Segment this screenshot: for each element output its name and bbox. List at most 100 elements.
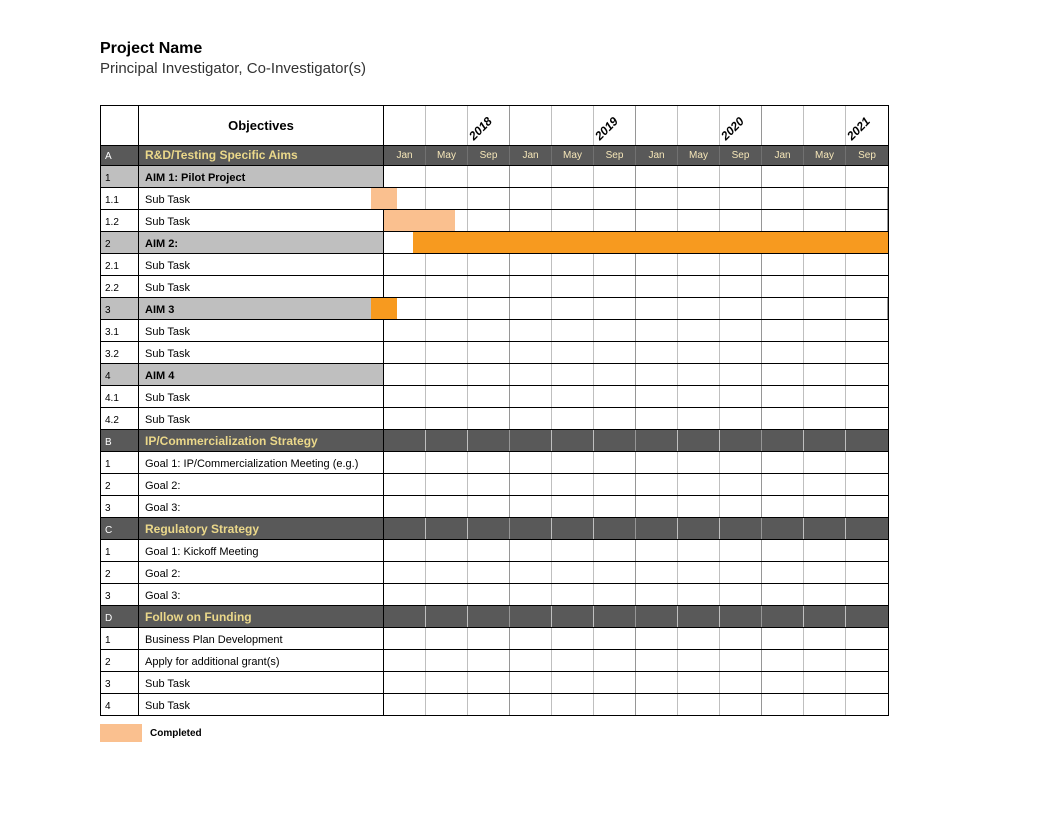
- timeline-cell: [468, 408, 510, 429]
- timeline-cell: [720, 364, 762, 385]
- timeline-cell: [426, 628, 468, 649]
- timeline-cell: [720, 188, 762, 209]
- timeline-cell: [636, 254, 678, 275]
- row-timeline: [384, 584, 888, 605]
- gantt-row: 2.2 Sub Task: [101, 276, 888, 298]
- timeline-cell: [720, 694, 762, 715]
- timeline-cell: [636, 106, 678, 145]
- timeline-cell: [468, 584, 510, 605]
- timeline-cell: [510, 342, 552, 363]
- timeline-cell: [846, 386, 888, 407]
- row-label: Goal 2:: [139, 562, 384, 583]
- timeline-cell: [720, 298, 762, 319]
- timeline-cell: [804, 210, 846, 231]
- row-label: Follow on Funding: [139, 606, 384, 627]
- gantt-row: 3 AIM 3: [101, 298, 888, 320]
- timeline-cell: [510, 408, 552, 429]
- timeline-cell: [510, 452, 552, 473]
- timeline-cell: [468, 474, 510, 495]
- timeline-cell: [552, 320, 594, 341]
- timeline-cell: [636, 672, 678, 693]
- timeline-cell: [720, 430, 762, 451]
- timeline-cell: [384, 166, 426, 187]
- row-timeline: [384, 298, 888, 319]
- timeline-cell: [804, 320, 846, 341]
- timeline-cell: [426, 474, 468, 495]
- timeline-cell: [384, 430, 426, 451]
- timeline-cell: [846, 166, 888, 187]
- row-index: 4: [101, 364, 139, 385]
- timeline-cell: [678, 342, 720, 363]
- timeline-cell: [510, 694, 552, 715]
- timeline-cell: [384, 474, 426, 495]
- gantt-row: 1 Goal 1: IP/Commercialization Meeting (…: [101, 452, 888, 474]
- timeline-cell: [426, 408, 468, 429]
- timeline-cell: [552, 672, 594, 693]
- row-index: 1: [101, 628, 139, 649]
- row-timeline: [384, 320, 888, 341]
- timeline-cell: [678, 276, 720, 297]
- row-label: Sub Task: [139, 210, 384, 231]
- timeline-cell: [636, 584, 678, 605]
- timeline-cell: [426, 386, 468, 407]
- timeline-cell: [594, 562, 636, 583]
- timeline-cell: [552, 694, 594, 715]
- timeline-cell: [426, 298, 468, 319]
- timeline-cell: [720, 386, 762, 407]
- timeline-cell: [636, 320, 678, 341]
- timeline-cell: [468, 628, 510, 649]
- timeline-cell: [468, 210, 510, 231]
- timeline-cell: [720, 606, 762, 627]
- timeline-cell: [804, 628, 846, 649]
- timeline-cell: [804, 540, 846, 561]
- gantt-row: 3 Goal 3:: [101, 584, 888, 606]
- timeline-cell: [468, 540, 510, 561]
- timeline-cell: [510, 672, 552, 693]
- gantt-row: A R&D/Testing Specific Aims JanMaySepJan…: [101, 146, 888, 166]
- row-timeline: [384, 606, 888, 627]
- row-timeline: [384, 540, 888, 561]
- timeline-cell: [636, 210, 678, 231]
- gantt-row: 3.1 Sub Task: [101, 320, 888, 342]
- timeline-cell: [594, 254, 636, 275]
- timeline-cell: [594, 584, 636, 605]
- timeline-cell: [510, 430, 552, 451]
- timeline-cell: [426, 518, 468, 539]
- row-timeline: [384, 518, 888, 539]
- timeline-cell: [468, 188, 510, 209]
- timeline-cell: [804, 496, 846, 517]
- timeline-cell: [804, 276, 846, 297]
- year-label: 2019: [592, 114, 621, 143]
- timeline-cell: [762, 298, 804, 319]
- timeline-cell: [468, 298, 510, 319]
- row-index: 4: [101, 694, 139, 715]
- timeline-cell: [594, 694, 636, 715]
- row-label: Sub Task: [139, 694, 384, 715]
- timeline-cell: [426, 166, 468, 187]
- timeline-cell: [762, 254, 804, 275]
- timeline-cell: [510, 584, 552, 605]
- gantt-bar: [384, 210, 455, 231]
- timeline-cell: [678, 408, 720, 429]
- timeline-cell: [636, 650, 678, 671]
- timeline-cell: [636, 342, 678, 363]
- timeline-cell: 2019: [594, 106, 636, 145]
- timeline-cell: [678, 474, 720, 495]
- timeline-cell: [594, 320, 636, 341]
- row-index: 2: [101, 650, 139, 671]
- row-timeline: [384, 342, 888, 363]
- row-timeline: [384, 386, 888, 407]
- timeline-cell: [846, 408, 888, 429]
- month-header-cell: Jan: [510, 146, 552, 165]
- timeline-cell: [720, 342, 762, 363]
- timeline-cell: [636, 496, 678, 517]
- row-timeline: [384, 562, 888, 583]
- timeline-cell: [384, 496, 426, 517]
- row-index: 1: [101, 540, 139, 561]
- timeline-cell: [594, 496, 636, 517]
- timeline-cell: [426, 452, 468, 473]
- timeline-cell: [426, 650, 468, 671]
- timeline-cell: [804, 650, 846, 671]
- timeline-cell: [552, 650, 594, 671]
- timeline-cell: [762, 672, 804, 693]
